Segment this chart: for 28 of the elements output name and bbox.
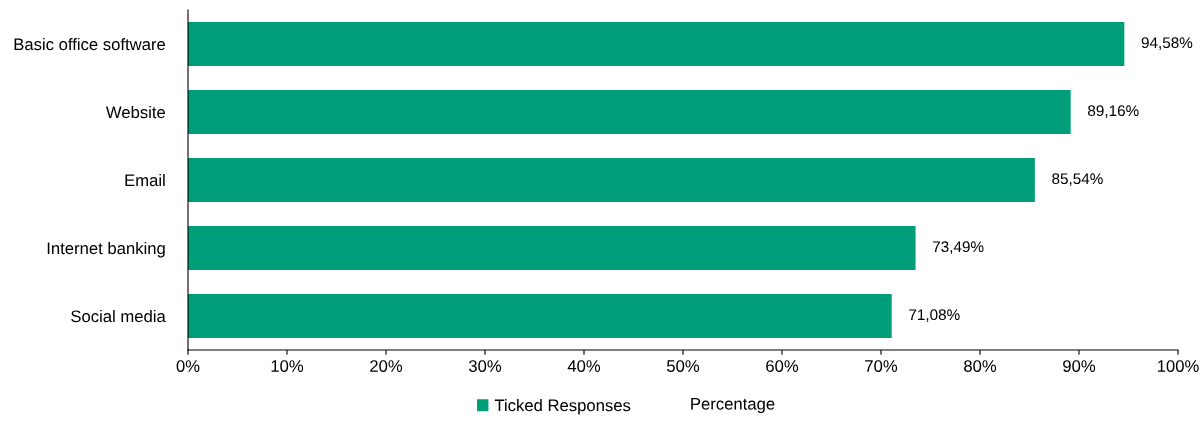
x-tick-label: 50% xyxy=(666,360,700,372)
data-label: 85,54% xyxy=(1052,173,1103,186)
x-tick-label: 70% xyxy=(865,360,898,372)
y-tick-label: Social media xyxy=(71,309,166,323)
x-tick-label: 60% xyxy=(766,360,799,372)
x-tick-label: 40% xyxy=(567,360,601,372)
bar xyxy=(188,225,916,271)
x-tick-label: 30% xyxy=(468,360,502,372)
bar xyxy=(188,89,1071,135)
bar xyxy=(188,293,892,339)
data-label: 71,08% xyxy=(909,309,960,322)
x-tick-label: 10% xyxy=(271,360,304,372)
x-tick-label: 20% xyxy=(370,360,403,372)
bar xyxy=(188,21,1125,67)
x-tick-label: 0% xyxy=(176,360,200,372)
data-label: 73,49% xyxy=(933,241,984,254)
x-axis-title: Percentage xyxy=(691,398,775,414)
legend-label: Ticked Responses xyxy=(494,399,631,415)
y-tick-label: Website xyxy=(105,105,166,119)
data-label: 89,16% xyxy=(1088,105,1139,118)
y-tick-label: Basic office software xyxy=(14,37,166,51)
x-tick-label: 90% xyxy=(1063,360,1096,372)
x-tick-label: 80% xyxy=(964,360,997,372)
y-tick-label: Email xyxy=(125,173,165,187)
bar xyxy=(188,157,1035,203)
y-tick-label: Internet banking xyxy=(47,241,165,258)
x-tick-label: 100% xyxy=(1157,360,1199,372)
data-label: 94,58% xyxy=(1141,37,1193,50)
